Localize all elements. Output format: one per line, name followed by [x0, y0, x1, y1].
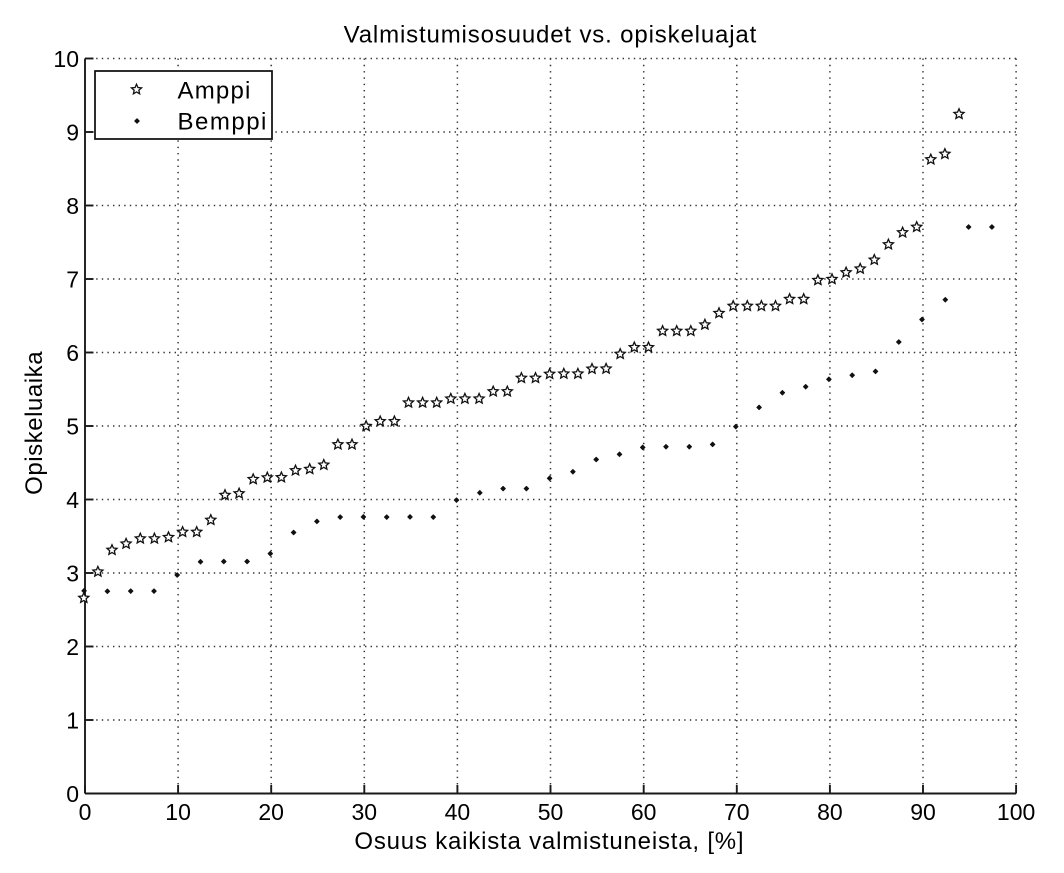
svg-text:60: 60	[631, 799, 657, 825]
svg-text:40: 40	[445, 799, 471, 825]
svg-text:8: 8	[66, 193, 79, 219]
svg-text:5: 5	[66, 413, 79, 439]
svg-text:10: 10	[53, 46, 79, 72]
svg-text:10: 10	[165, 799, 191, 825]
svg-text:20: 20	[258, 799, 284, 825]
svg-text:0: 0	[79, 799, 92, 825]
svg-text:Opiskeluaika: Opiskeluaika	[21, 351, 48, 495]
svg-text:2: 2	[66, 634, 79, 660]
svg-text:9: 9	[66, 119, 79, 145]
svg-text:100: 100	[997, 799, 1035, 825]
svg-text:4: 4	[66, 487, 79, 513]
svg-text:Valmistumisosuudet vs. opiskel: Valmistumisosuudet vs. opiskeluajat	[344, 21, 757, 48]
svg-text:80: 80	[817, 799, 843, 825]
svg-text:Osuus kaikista valmistuneista,: Osuus kaikista valmistuneista, [%]	[354, 828, 744, 855]
svg-text:70: 70	[724, 799, 750, 825]
svg-text:90: 90	[910, 799, 936, 825]
svg-text:50: 50	[538, 799, 564, 825]
svg-text:30: 30	[352, 799, 378, 825]
svg-text:0: 0	[66, 781, 79, 807]
svg-text:3: 3	[66, 560, 79, 586]
svg-text:1: 1	[66, 707, 79, 733]
svg-text:Amppi: Amppi	[178, 78, 252, 105]
svg-text:7: 7	[66, 266, 79, 292]
svg-text:6: 6	[66, 340, 79, 366]
svg-text:Bemppi: Bemppi	[178, 109, 268, 136]
